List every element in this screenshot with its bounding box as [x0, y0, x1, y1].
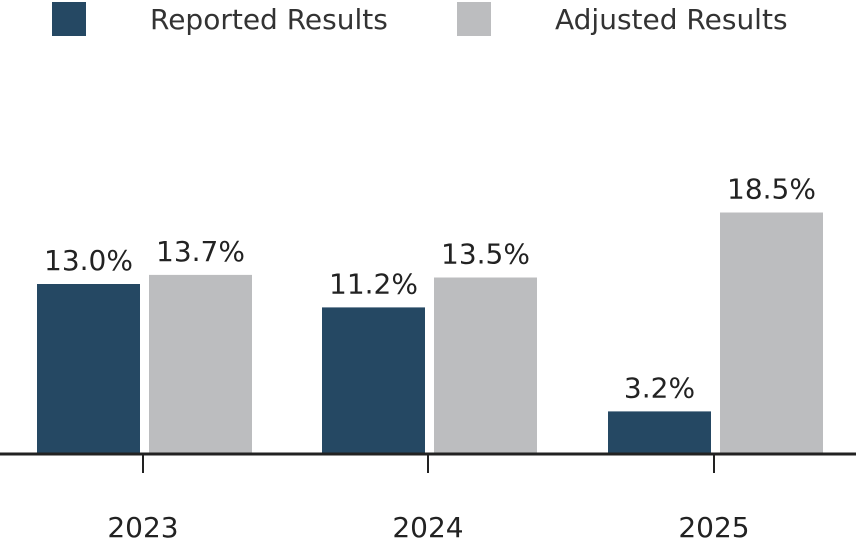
- bar-reported-results-2024: [322, 307, 425, 453]
- legend-label-adjusted: Adjusted Results: [555, 2, 788, 36]
- x-tick-label-2024: 2024: [392, 511, 463, 544]
- data-label-adjusted-results-2025: 18.5%: [727, 173, 816, 206]
- data-label-adjusted-results-2023: 13.7%: [156, 235, 245, 268]
- legend: Reported Results Adjusted Results: [0, 0, 856, 40]
- x-tick-label-2023: 2023: [107, 511, 178, 544]
- data-label-reported-results-2025: 3.2%: [624, 371, 695, 404]
- bar-adjusted-results-2024: [434, 277, 537, 453]
- legend-item-reported: Reported Results: [52, 2, 388, 36]
- data-label-reported-results-2023: 13.0%: [44, 244, 133, 277]
- legend-label-reported: Reported Results: [150, 2, 388, 36]
- legend-item-adjusted: Adjusted Results: [457, 2, 788, 36]
- legend-swatch-reported: [52, 2, 86, 36]
- x-tick-label-2025: 2025: [678, 511, 749, 544]
- bar-reported-results-2025: [608, 411, 711, 453]
- bar-reported-results-2023: [37, 284, 140, 453]
- bar-adjusted-results-2023: [149, 274, 252, 453]
- bar-adjusted-results-2025: [720, 212, 823, 453]
- legend-swatch-adjusted: [457, 2, 491, 36]
- data-label-adjusted-results-2024: 13.5%: [441, 238, 530, 271]
- data-label-reported-results-2024: 11.2%: [329, 267, 418, 300]
